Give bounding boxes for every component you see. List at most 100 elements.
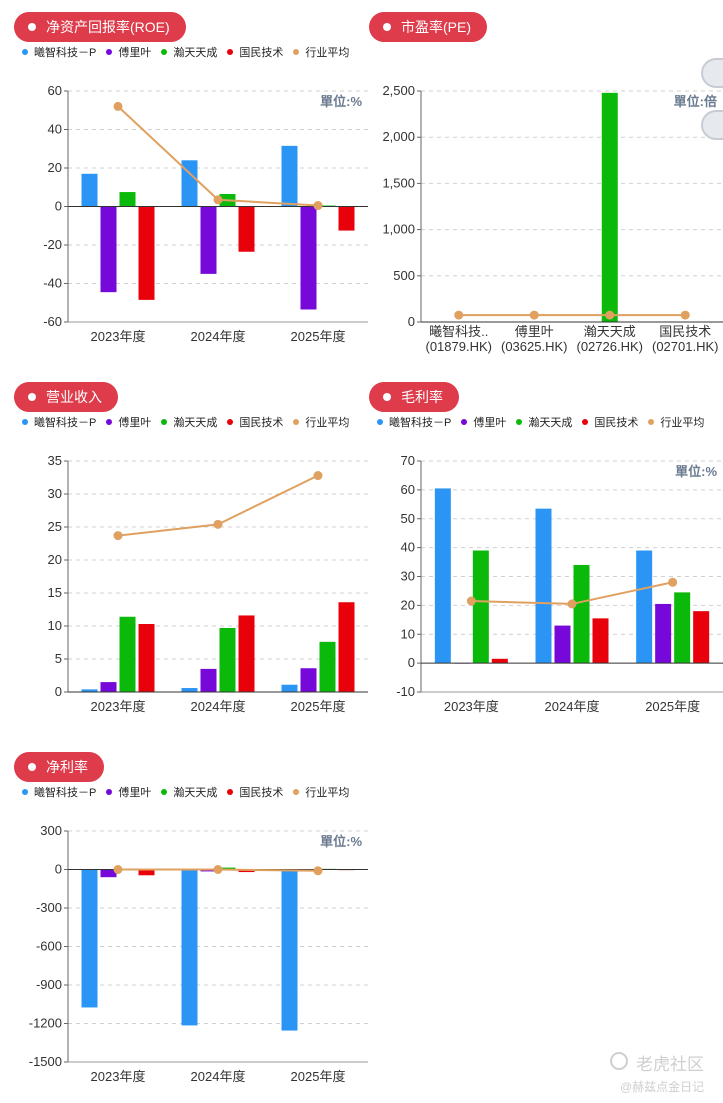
category-label: 曦智科技.. xyxy=(429,324,488,339)
legend-item[interactable]: 曦智科技－P xyxy=(22,414,96,430)
y-tick-label: 20 xyxy=(48,160,62,175)
watermark-author: @赫兹点金日记 xyxy=(620,1080,705,1094)
pill-dot-icon xyxy=(28,393,36,401)
gross-margin-title-pill[interactable]: 毛利率 xyxy=(369,382,459,412)
bar xyxy=(319,641,336,692)
bar xyxy=(434,488,451,664)
legend-item[interactable]: 瀚天天成 xyxy=(161,784,217,800)
legend-item[interactable]: 曦智科技－P xyxy=(22,44,96,60)
y-tick-label: 10 xyxy=(48,618,62,633)
category-label: 2024年度 xyxy=(191,1069,246,1084)
bar xyxy=(100,869,117,878)
y-tick-label: -600 xyxy=(36,939,62,954)
legend-label: 傅里叶 xyxy=(473,417,507,429)
bar xyxy=(535,508,552,664)
gross-margin-title: 毛利率 xyxy=(401,389,443,405)
roe-title-pill[interactable]: 净资产回报率(ROE) xyxy=(14,12,186,42)
revenue-title-pill[interactable]: 营业收入 xyxy=(14,382,118,412)
legend-item[interactable]: 国民技术 xyxy=(227,414,283,430)
legend-item[interactable]: 行业平均 xyxy=(293,414,349,430)
industry-average-point xyxy=(466,596,476,606)
y-tick-label: 0 xyxy=(55,684,62,699)
net-margin-title-pill[interactable]: 净利率 xyxy=(14,752,104,782)
gross-margin-legend: 曦智科技－P 傅里叶 瀚天天成 国民技术 行业平均 xyxy=(377,414,714,430)
y-tick-label: 40 xyxy=(401,540,415,555)
legend-item[interactable]: 傅里叶 xyxy=(461,414,506,430)
y-tick-label: 10 xyxy=(401,626,415,641)
category-label: (02701.HK) xyxy=(652,339,718,354)
legend-item[interactable]: 行业平均 xyxy=(293,44,349,60)
y-tick-label: 0 xyxy=(408,314,415,329)
y-tick-label: 2,000 xyxy=(382,129,415,144)
net-margin-legend: 曦智科技－P 傅里叶 瀚天天成 国民技术 行业平均 xyxy=(22,784,359,800)
y-tick-label: -300 xyxy=(36,900,62,915)
bar xyxy=(119,192,136,207)
legend-item[interactable]: 瀚天天成 xyxy=(516,414,572,430)
y-tick-label: 40 xyxy=(48,122,62,137)
legend-label: 曦智科技－P xyxy=(34,417,97,429)
category-label: 傅里叶 xyxy=(515,324,554,339)
legend-label: 瀚天天成 xyxy=(173,787,218,799)
legend-item[interactable]: 傅里叶 xyxy=(106,44,151,60)
industry-average-point xyxy=(213,195,223,205)
y-tick-label: 30 xyxy=(401,569,415,584)
bar xyxy=(281,145,298,207)
y-tick-label: -60 xyxy=(43,314,62,329)
legend-dot-icon xyxy=(648,419,655,425)
bar xyxy=(238,615,255,692)
y-tick-label: 20 xyxy=(401,597,415,612)
y-tick-label: -40 xyxy=(43,276,62,291)
bar xyxy=(81,689,98,692)
legend-item[interactable]: 曦智科技－P xyxy=(377,414,451,430)
y-tick-label: 300 xyxy=(40,823,62,838)
bar xyxy=(592,618,609,664)
legend-item[interactable]: 国民技术 xyxy=(227,44,283,60)
legend-dot-icon xyxy=(227,789,234,795)
bar xyxy=(200,668,217,692)
legend-item[interactable]: 瀚天天成 xyxy=(161,414,217,430)
roe-legend: 曦智科技－P 傅里叶 瀚天天成 国民技术 行业平均 xyxy=(22,44,359,60)
legend-label: 曦智科技－P xyxy=(34,47,97,59)
industry-average-point xyxy=(113,101,123,111)
legend-dot-icon xyxy=(377,419,383,425)
y-tick-label: 500 xyxy=(393,268,415,283)
bar xyxy=(554,625,571,664)
scroll-down-handle[interactable] xyxy=(701,110,723,140)
bar xyxy=(138,206,155,300)
legend-dot-icon xyxy=(22,49,28,55)
legend-item[interactable]: 瀚天天成 xyxy=(161,44,217,60)
legend-label: 傅里叶 xyxy=(118,417,152,429)
bar xyxy=(674,592,691,664)
bar xyxy=(472,550,489,664)
legend-dot-icon xyxy=(106,419,113,425)
pill-dot-icon xyxy=(28,23,36,31)
bar xyxy=(138,869,155,876)
bar xyxy=(200,206,217,274)
legend-item[interactable]: 行业平均 xyxy=(293,784,349,800)
legend-item[interactable]: 曦智科技－P xyxy=(22,784,96,800)
legend-dot-icon xyxy=(161,419,168,425)
scroll-up-handle[interactable] xyxy=(701,58,723,88)
bar xyxy=(119,616,136,692)
y-tick-label: 25 xyxy=(48,519,62,534)
legend-item[interactable]: 傅里叶 xyxy=(106,414,151,430)
y-tick-label: 20 xyxy=(48,552,62,567)
legend-item[interactable]: 国民技术 xyxy=(227,784,283,800)
legend-dot-icon xyxy=(106,789,113,795)
pe-title-pill[interactable]: 市盈率(PE) xyxy=(369,12,487,42)
net-margin-title: 净利率 xyxy=(46,759,88,775)
y-tick-label: 0 xyxy=(55,862,62,877)
legend-item[interactable]: 国民技术 xyxy=(582,414,638,430)
watermark-logo-text: 老虎社区 xyxy=(636,1055,704,1074)
y-tick-label: 1,000 xyxy=(382,222,415,237)
legend-item[interactable]: 行业平均 xyxy=(648,414,704,430)
unit-label: 單位:% xyxy=(320,834,362,849)
bar xyxy=(219,627,236,692)
bar xyxy=(300,668,317,692)
industry-average-point xyxy=(529,310,539,320)
legend-item[interactable]: 傅里叶 xyxy=(106,784,151,800)
y-tick-label: 15 xyxy=(48,585,62,600)
category-label: (03625.HK) xyxy=(501,339,567,354)
